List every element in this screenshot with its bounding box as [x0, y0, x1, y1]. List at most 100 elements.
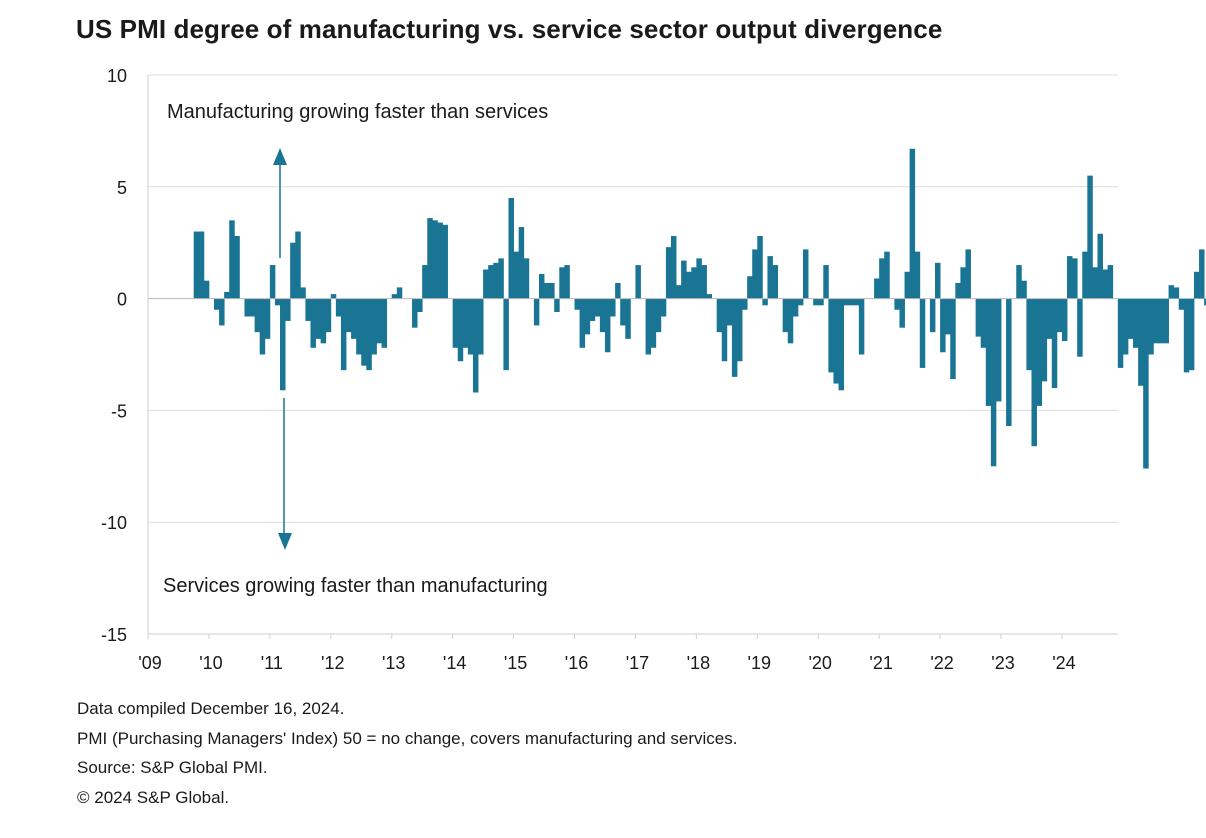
bar — [437, 222, 443, 299]
bar — [1153, 298, 1159, 344]
y-tick-label: -15 — [101, 625, 127, 645]
x-tick-label: '18 — [687, 653, 710, 673]
x-tick-label: '11 — [261, 653, 283, 673]
x-tick-label: '13 — [382, 653, 405, 673]
x-tick-label: '17 — [626, 653, 649, 673]
bar — [1056, 298, 1063, 333]
bar — [589, 298, 596, 321]
bar — [1082, 251, 1088, 299]
bar — [1163, 298, 1169, 344]
bar — [508, 197, 514, 299]
x-tick-label: '22 — [930, 653, 953, 673]
bar — [1107, 265, 1114, 299]
bar — [493, 262, 499, 299]
bar — [269, 265, 276, 299]
bar — [645, 298, 652, 355]
bar — [848, 298, 855, 306]
footnotes: Data compiled December 16, 2024. PMI (Pu… — [77, 694, 737, 812]
bar — [559, 267, 565, 299]
bar — [940, 298, 946, 353]
bar — [554, 298, 560, 313]
bar — [376, 298, 382, 344]
bar — [620, 298, 626, 326]
x-tick-label: '21 — [869, 653, 892, 673]
bar — [1199, 249, 1205, 299]
bar — [706, 294, 712, 299]
bar — [980, 298, 987, 348]
bar — [462, 298, 469, 348]
bar — [757, 235, 763, 299]
annotation-manufacturing-faster: Manufacturing growing faster than servic… — [167, 101, 548, 123]
bar — [320, 298, 327, 344]
bar — [391, 294, 398, 299]
bar — [965, 249, 971, 299]
bar — [665, 247, 672, 299]
bar — [833, 298, 839, 384]
bar — [346, 298, 352, 333]
bar — [1087, 175, 1093, 299]
bar — [701, 265, 707, 299]
bar — [914, 251, 921, 299]
bar — [686, 271, 692, 299]
bar — [985, 298, 992, 406]
bar — [371, 298, 377, 355]
bar — [1168, 285, 1175, 299]
bar — [691, 267, 697, 299]
bar — [655, 298, 662, 333]
bar — [396, 287, 403, 299]
bar — [782, 298, 789, 333]
bar — [995, 298, 1002, 402]
note-pmi-definition: PMI (Purchasing Managers' Index) 50 = no… — [77, 728, 738, 748]
bar — [879, 258, 885, 299]
bar — [904, 271, 911, 299]
bar — [1021, 280, 1027, 299]
bar — [549, 282, 555, 299]
bar — [676, 285, 682, 299]
bar — [300, 287, 306, 299]
bar — [650, 298, 657, 348]
bar — [412, 298, 418, 328]
bar — [198, 231, 205, 299]
bar — [432, 220, 438, 299]
bar — [604, 298, 611, 353]
bar — [290, 242, 296, 299]
bar — [945, 298, 951, 335]
bar — [681, 260, 687, 299]
x-tick-label: '09 — [138, 653, 161, 673]
bar — [488, 265, 494, 299]
bar — [858, 298, 865, 355]
bar — [234, 235, 240, 299]
bar — [742, 298, 748, 310]
bar — [874, 278, 880, 299]
bar — [615, 282, 621, 299]
bar — [478, 298, 484, 355]
bar — [513, 251, 520, 299]
bar — [229, 220, 235, 299]
bar — [1178, 298, 1185, 310]
bar — [1031, 298, 1037, 447]
annotation-services-faster: Services growing faster than manufacturi… — [163, 575, 548, 597]
bar — [975, 298, 982, 337]
bar — [422, 265, 428, 299]
bar — [457, 298, 464, 362]
bar — [716, 298, 723, 333]
bar — [325, 298, 332, 333]
bar — [1143, 298, 1149, 469]
bar — [381, 298, 388, 348]
bar — [1158, 298, 1164, 344]
bar — [274, 298, 281, 306]
x-tick-label: '23 — [991, 653, 1014, 673]
bar — [518, 227, 525, 299]
bar — [990, 298, 997, 467]
bar — [259, 298, 266, 355]
bar — [625, 298, 631, 339]
x-tick-label: '15 — [504, 653, 527, 673]
bar — [792, 298, 799, 317]
bar — [960, 267, 966, 299]
bar — [1077, 298, 1083, 357]
bar — [1138, 298, 1144, 386]
bar — [305, 298, 311, 321]
bar — [1193, 271, 1200, 299]
bar — [828, 298, 834, 373]
bar — [219, 298, 225, 326]
